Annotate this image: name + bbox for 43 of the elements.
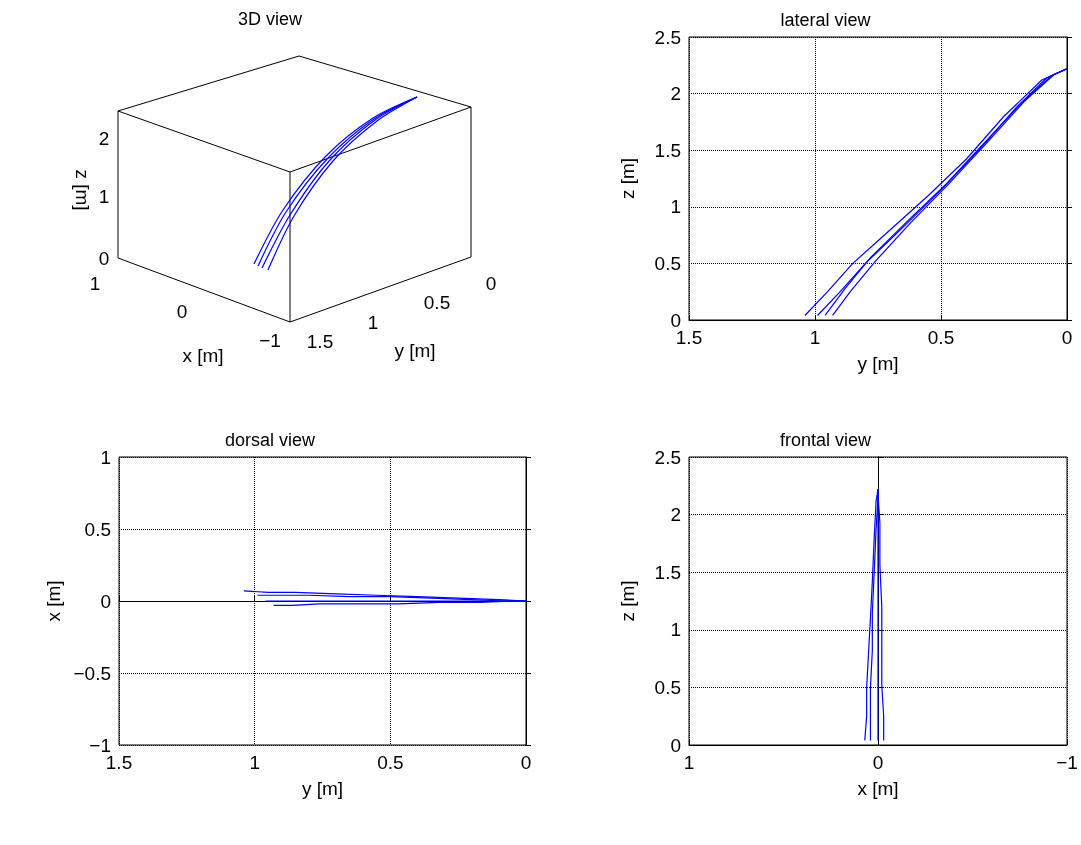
text: 0.5 xyxy=(423,291,451,313)
text: 0 xyxy=(485,272,497,294)
text: y [m] xyxy=(394,339,436,361)
y-tick-label: 1 xyxy=(670,196,681,218)
y-tick-label: 0 xyxy=(670,309,681,331)
x-axis-title: y [m] xyxy=(301,778,344,799)
x-tick-label: 0 xyxy=(1061,327,1073,348)
y-tick-label: 1 xyxy=(100,446,111,468)
y-tick-label: 2.5 xyxy=(654,446,681,468)
y-tick-label: −1 xyxy=(89,734,111,756)
x-tick-label: 0 xyxy=(872,752,884,773)
y-tick-label: 0 xyxy=(100,590,111,612)
y-tick-label: 0.5 xyxy=(84,518,111,540)
text: 0 xyxy=(176,300,188,322)
y-tick-label: 1.5 xyxy=(654,139,681,161)
text: 1 xyxy=(367,311,379,333)
text: 3D view xyxy=(237,9,304,29)
x-tick-label: 1 xyxy=(809,327,821,348)
x-tick-label: −1 xyxy=(1056,752,1078,773)
x-tick-label: 0.5 xyxy=(927,327,955,348)
y-tick-label: 2 xyxy=(670,504,681,526)
y-tick-label: −0.5 xyxy=(73,662,111,684)
y-tick-label: 2 xyxy=(670,83,681,105)
x-axis-title: y [m] xyxy=(857,353,899,374)
chart-title: dorsal view xyxy=(224,430,317,450)
text: z [m] xyxy=(71,169,93,211)
y-tick-label: 0.5 xyxy=(654,252,681,274)
x-tick-label: 0 xyxy=(520,752,532,773)
x-axis-title: x [m] xyxy=(857,778,899,799)
y-axis-title: x [m] xyxy=(42,580,64,622)
y-tick-label: 1 xyxy=(670,619,681,641)
text: x [m] xyxy=(182,344,224,366)
y-tick-label: 0.5 xyxy=(654,676,681,698)
x-tick-label: 0.5 xyxy=(377,752,404,773)
y-tick-label: 0 xyxy=(670,734,681,756)
x-tick-label: 1 xyxy=(249,752,260,773)
chart-title: frontal view xyxy=(779,430,873,450)
x-tick-label: 1 xyxy=(683,752,695,773)
y-tick-label: 2.5 xyxy=(654,26,681,48)
y-axis-title: z [m] xyxy=(617,580,638,622)
y-axis-title: z [m] xyxy=(617,157,638,200)
y-tick-label: 1.5 xyxy=(654,561,681,583)
chart-title: lateral view xyxy=(780,10,872,30)
